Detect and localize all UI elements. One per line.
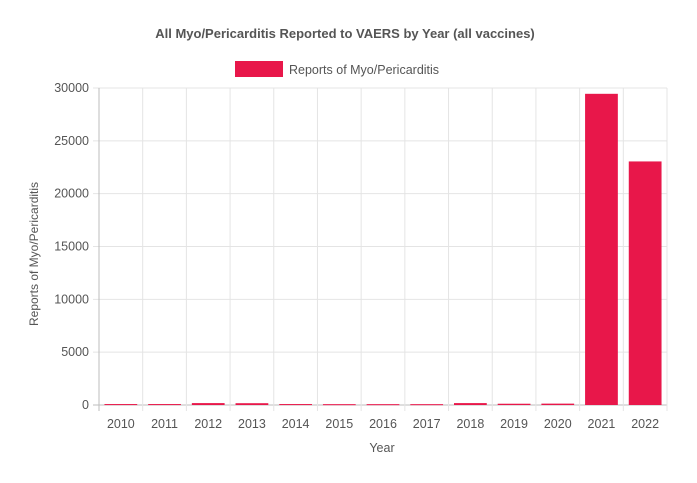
bar[interactable] bbox=[323, 404, 356, 405]
bar[interactable] bbox=[629, 161, 662, 405]
x-tick-label: 2015 bbox=[325, 417, 353, 431]
bar[interactable] bbox=[541, 404, 574, 405]
legend-label: Reports of Myo/Pericarditis bbox=[289, 63, 439, 77]
y-tick-label: 25000 bbox=[54, 134, 89, 148]
grid-lines bbox=[93, 88, 667, 411]
x-tick-label: 2011 bbox=[151, 417, 178, 431]
x-tick-label: 2022 bbox=[631, 417, 659, 431]
x-tick-label: 2021 bbox=[588, 417, 616, 431]
bar[interactable] bbox=[236, 403, 269, 405]
bar[interactable] bbox=[367, 404, 400, 405]
y-tick-label: 20000 bbox=[54, 187, 89, 201]
x-tick-label: 2019 bbox=[500, 417, 528, 431]
bar[interactable] bbox=[454, 403, 487, 405]
y-tick-label: 0 bbox=[82, 398, 89, 412]
x-tick-label: 2012 bbox=[194, 417, 222, 431]
bar[interactable] bbox=[192, 403, 225, 405]
x-tick-label: 2017 bbox=[413, 417, 441, 431]
x-tick-label: 2018 bbox=[456, 417, 484, 431]
y-tick-label: 5000 bbox=[61, 345, 89, 359]
x-tick-label: 2020 bbox=[544, 417, 572, 431]
x-tick-label: 2010 bbox=[107, 417, 135, 431]
legend[interactable]: Reports of Myo/Pericarditis bbox=[235, 61, 439, 77]
y-tick-label: 10000 bbox=[54, 292, 89, 306]
y-tick-label: 30000 bbox=[54, 81, 89, 95]
bar[interactable] bbox=[104, 404, 137, 405]
x-axis-ticks: 2010 2011 2012 2013 2014 2015 2016 2017 2018 2019… bbox=[107, 417, 659, 431]
bar[interactable] bbox=[410, 404, 443, 405]
bar[interactable] bbox=[279, 404, 312, 405]
y-axis-label: Reports of Myo/Pericarditis bbox=[27, 182, 41, 326]
x-axis-label: Year bbox=[369, 441, 394, 455]
bar[interactable] bbox=[498, 404, 531, 405]
bar[interactable] bbox=[148, 404, 181, 405]
x-tick-label: 2014 bbox=[282, 417, 310, 431]
bar[interactable] bbox=[585, 94, 618, 405]
y-tick-label: 15000 bbox=[54, 240, 89, 254]
y-axis-ticks: 0 5000 10000 15000 20000 25000 30000 bbox=[54, 81, 89, 412]
chart-title: All Myo/Pericarditis Reported to VAERS b… bbox=[155, 26, 535, 41]
x-tick-label: 2016 bbox=[369, 417, 397, 431]
x-tick-label: 2013 bbox=[238, 417, 266, 431]
legend-swatch bbox=[235, 61, 283, 77]
